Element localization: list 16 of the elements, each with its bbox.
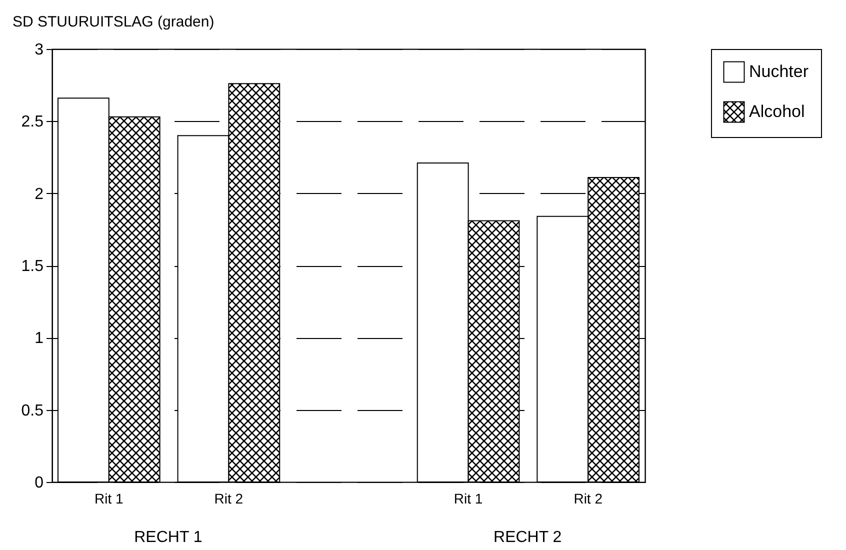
x-tick-label: Rit 2 [574, 490, 603, 506]
text: RECHT 1 [134, 529, 202, 546]
y-tick-label: 3 [34, 42, 44, 58]
legend-label: Nuchter [749, 62, 809, 81]
x-tick-label: Rit 1 [454, 490, 483, 506]
y-tick-label: 0 [34, 474, 44, 492]
legend-label: Alcohol [749, 102, 805, 121]
x-tick-label: Rit 2 [214, 490, 244, 506]
y-tick-label: 1 [34, 330, 44, 348]
text: RECHT 2 [494, 529, 562, 546]
x-tick-label: Rit 1 [94, 490, 124, 506]
y-axis-title: SD STUURUITSLAG (graden) [12, 14, 214, 30]
y-tick-label: 2.5 [21, 114, 44, 131]
y-tick-label: 0.5 [21, 402, 44, 420]
y-tick-label: 1.5 [21, 258, 44, 275]
y-tick-label: 2 [34, 186, 44, 203]
